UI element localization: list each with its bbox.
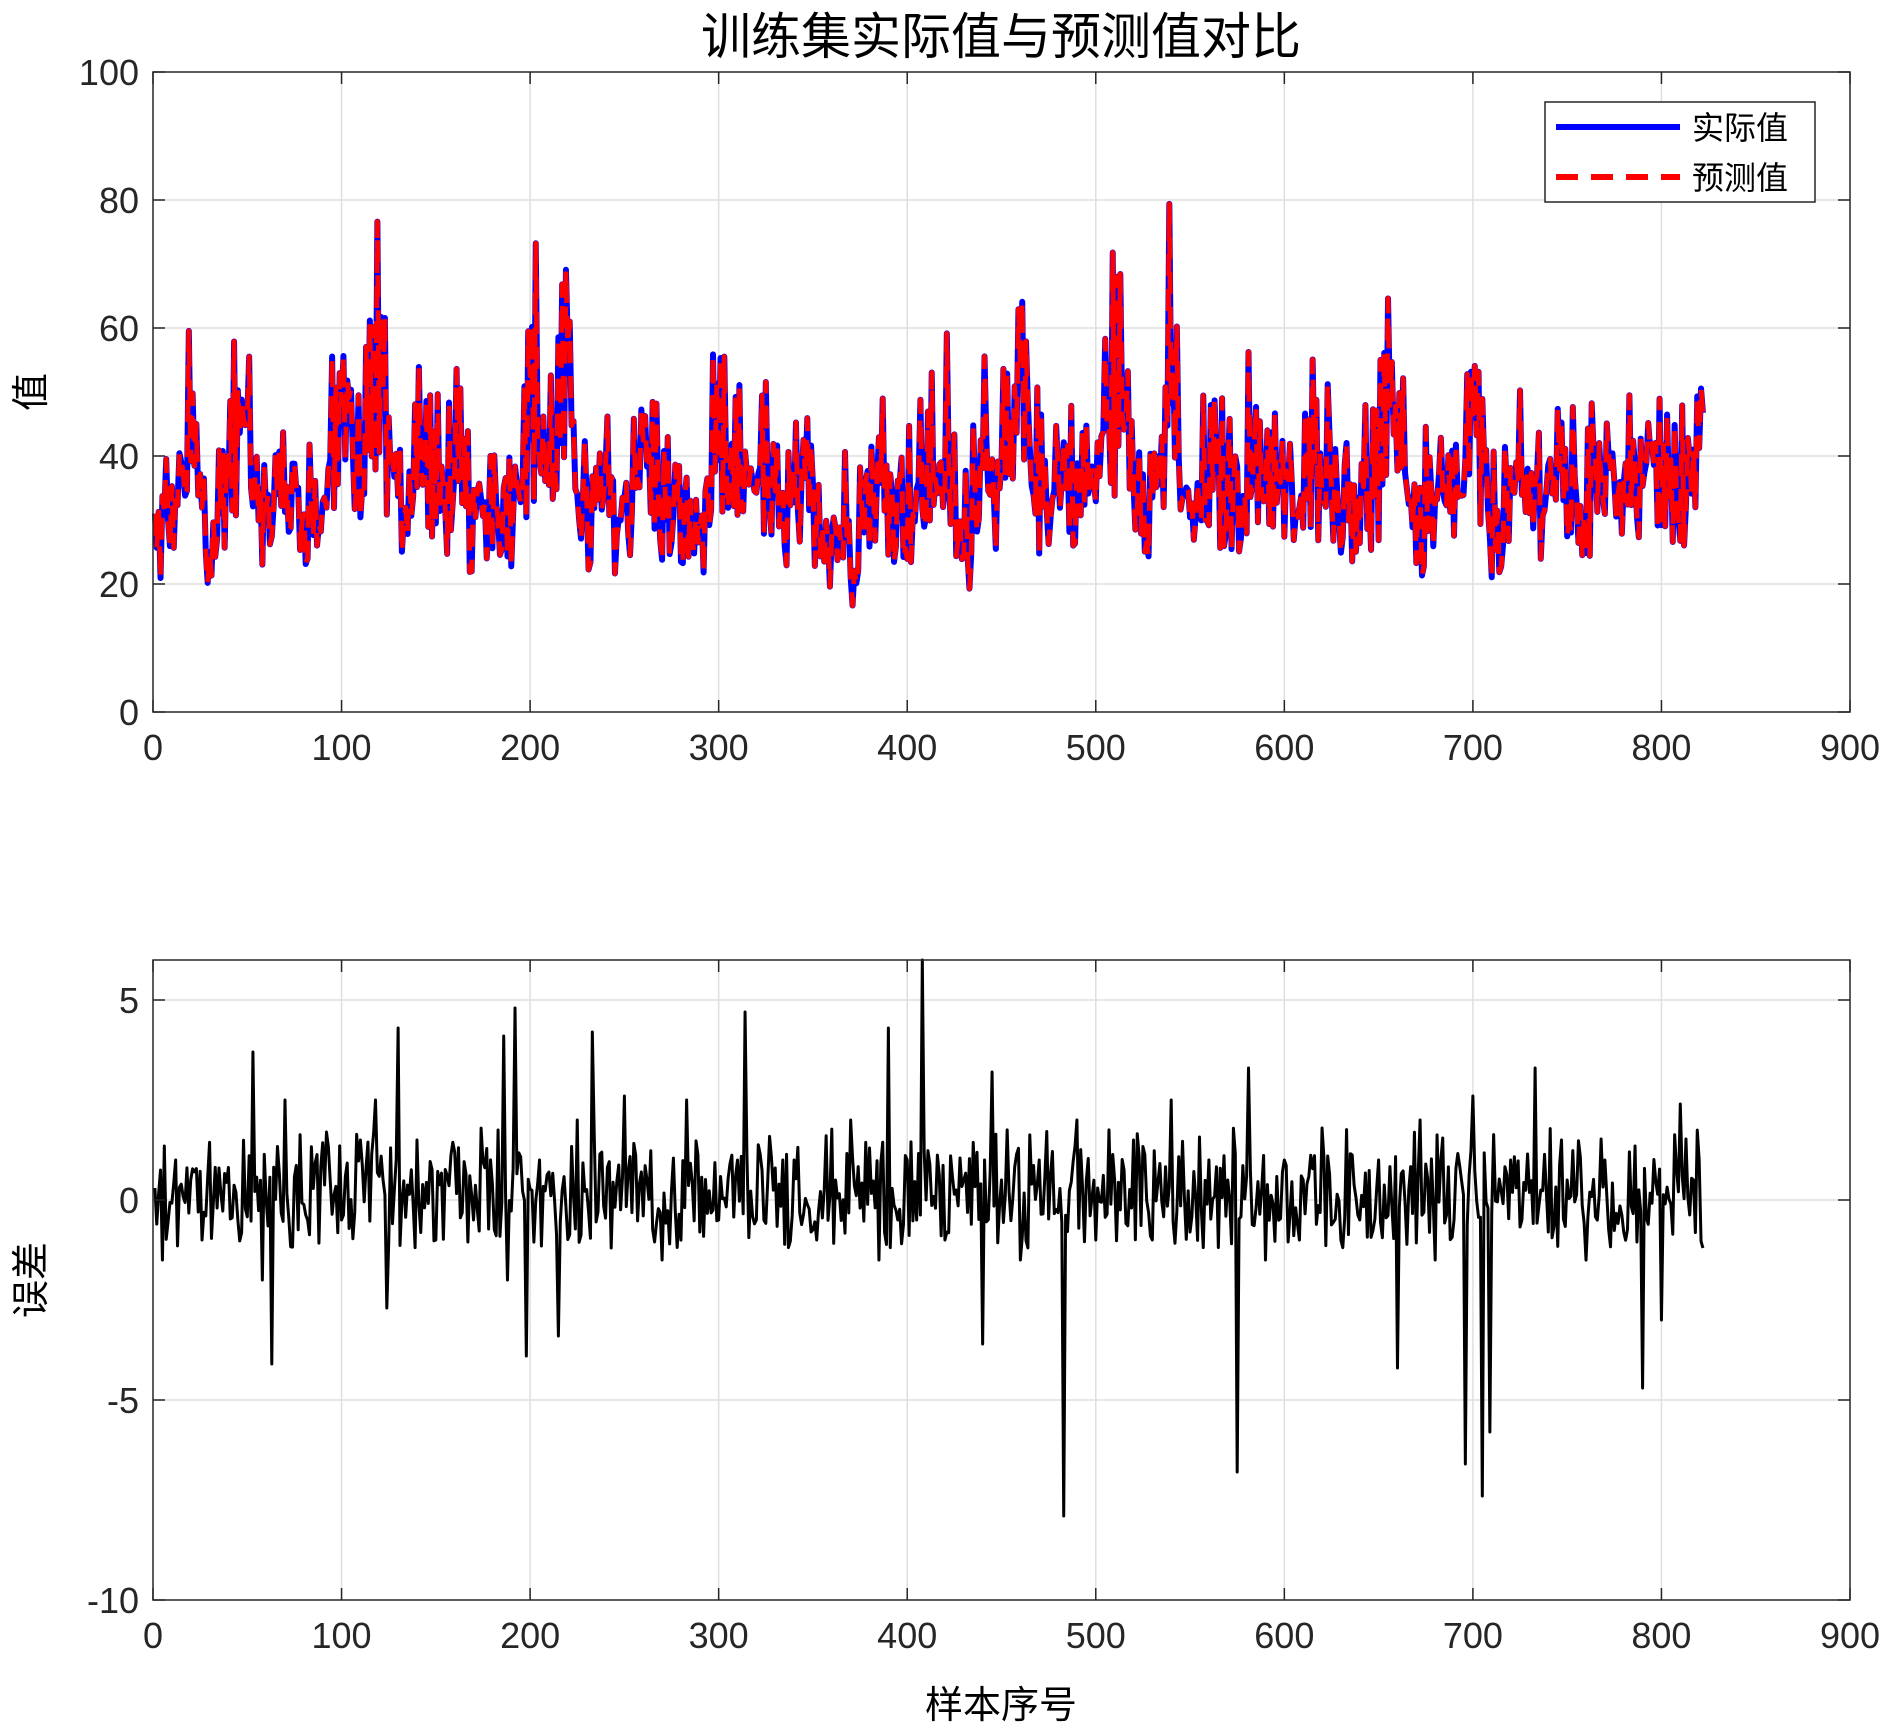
- top-x-tick-label: 100: [312, 727, 372, 768]
- bottom-x-tick-label: 500: [1066, 1615, 1126, 1656]
- bottom-x-tick-label: 600: [1254, 1615, 1314, 1656]
- top-y-tick-label: 100: [79, 52, 139, 93]
- bottom-x-tick-label: 400: [877, 1615, 937, 1656]
- top-ticks: 0 100 200 300 400 500 600 700 800 900 0 20 40 60 80 100: [79, 52, 1880, 768]
- bottom-y-tick-label: -5: [107, 1380, 139, 1421]
- legend-label-actual: 实际值: [1692, 109, 1788, 147]
- top-x-tick-label: 0: [143, 727, 163, 768]
- bottom-axes-box: [152, 959, 1851, 1601]
- bottom-plot-area: [153, 960, 1850, 1600]
- legend-label-predicted: 预测值: [1692, 159, 1788, 197]
- top-x-tick-label: 500: [1066, 727, 1126, 768]
- bottom-x-tick-label: 100: [312, 1615, 372, 1656]
- bottom-axes: 0 100 200 300 400 500 600 700 800 900 -10 -5 0 5 样本序号…: [9, 958, 1880, 1727]
- bottom-x-axis-label: 样本序号: [925, 1683, 1077, 1727]
- bottom-x-tick-label: 700: [1443, 1615, 1503, 1656]
- bottom-x-tick-label: 300: [689, 1615, 749, 1656]
- top-x-tick-label: 200: [500, 727, 560, 768]
- top-series-line-1: [152, 201, 1706, 609]
- bottom-x-tick-label: 200: [500, 1615, 560, 1656]
- top-x-tick-label: 300: [689, 727, 749, 768]
- bottom-x-tick-label: 900: [1820, 1615, 1880, 1656]
- top-x-tick-label: 700: [1443, 727, 1503, 768]
- legend: 实际值 预测值: [1544, 101, 1816, 203]
- bottom-y-tick-label: 5: [119, 980, 139, 1021]
- bottom-series-line-0: [153, 958, 1705, 1518]
- bottom-y-axis-label: 误差: [9, 1242, 53, 1318]
- bottom-y-tick-label: -10: [87, 1580, 139, 1621]
- top-x-tick-label: 800: [1631, 727, 1691, 768]
- bottom-x-tick-label: 0: [143, 1615, 163, 1656]
- top-x-tick-label: 900: [1820, 727, 1880, 768]
- top-x-tick-label: 600: [1254, 727, 1314, 768]
- top-y-tick-label: 40: [99, 436, 139, 477]
- top-axes: 0 100 200 300 400 500 600 700 800 900 0 20 40 60 80 100…: [9, 8, 1880, 768]
- top-y-axis-label: 值: [9, 373, 53, 411]
- legend-box: [1544, 101, 1816, 203]
- bottom-series: [153, 958, 1705, 1518]
- bottom-x-tick-label: 800: [1631, 1615, 1691, 1656]
- top-x-tick-label: 400: [877, 727, 937, 768]
- top-y-tick-label: 80: [99, 180, 139, 221]
- top-series: [151, 200, 1706, 609]
- bottom-ticks: 0 100 200 300 400 500 600 700 800 900 -10 -5 0 5: [87, 960, 1880, 1656]
- bottom-y-tick-label: 0: [119, 1180, 139, 1221]
- top-y-tick-label: 60: [99, 308, 139, 349]
- top-y-tick-label: 0: [119, 692, 139, 733]
- top-axes-box: [152, 71, 1851, 713]
- top-y-tick-label: 20: [99, 564, 139, 605]
- top-chart-title: 训练集实际值与预测值对比: [701, 8, 1301, 66]
